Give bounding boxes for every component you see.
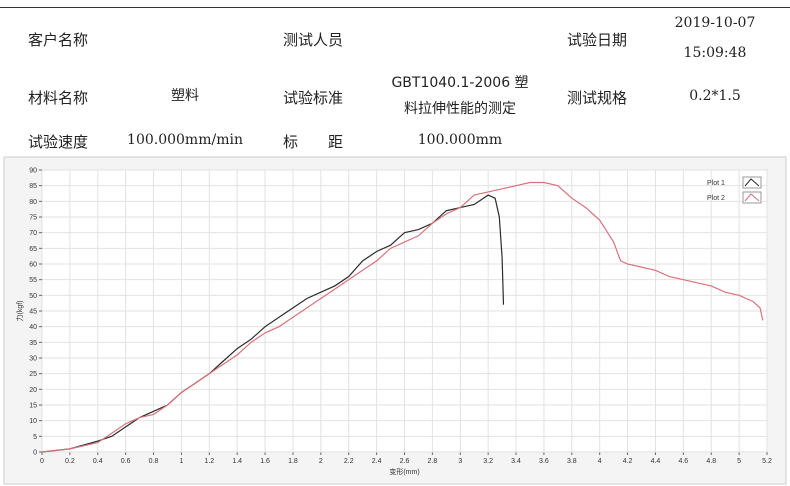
x-tick-label: 4.2 [623,458,633,465]
field-value: 塑料 [171,88,199,104]
y-tick-label: 25 [29,371,37,378]
field-value: 2019-10-07 [674,15,756,31]
x-tick-label: 2.2 [344,458,354,465]
x-tick-label: 1.8 [288,458,298,465]
x-tick-label: 1.6 [260,458,270,465]
chart: 0 0.2 0.4 0.6 0.8 1 1.2 1.4 1.6 1.8 2 2.2 2.4 2.6 2.8 3… [3,156,787,485]
x-tick-label: 0.2 [65,458,75,465]
field-label: 测试人员 [283,31,344,49]
x-tick-label: 1.4 [232,458,242,465]
x-tick-label: 0.4 [93,458,103,465]
x-axis-label: 变形(mm) [389,467,419,476]
y-tick-label: 50 [29,293,37,300]
x-tick-label: 4 [598,458,602,465]
x-tick-label: 0.8 [149,458,159,465]
x-tick-label: 1 [179,458,183,465]
y-tick-label: 35 [29,340,37,347]
legend-swatch [744,178,760,187]
legend-box [742,191,762,204]
x-tick-label: 3.4 [511,458,521,465]
field-label: 测试规格 [567,89,628,107]
x-tick-label: 3.6 [539,458,549,465]
y-tick-label: 20 [29,387,37,394]
x-tick-label: 2.6 [400,458,410,465]
y-tick-label: 30 [29,356,37,363]
x-tick-label: 2.8 [428,458,438,465]
y-tick-label: 10 [29,418,37,425]
y-tick-label: 70 [29,230,37,237]
rule [0,7,790,8]
x-tick-label: 3.2 [483,458,493,465]
field-value: 0.2*1.5 [689,88,741,104]
data-line [41,181,764,453]
x-tick-label: 4.8 [706,458,716,465]
field-value: 100.000mm [417,132,503,148]
x-tick-label: 1.2 [204,458,214,465]
y-tick-label: 85 [29,183,37,190]
field-label: 标 距 [283,133,344,151]
y-tick-label: 60 [29,262,37,269]
y-tick-label: 55 [29,277,37,284]
x-tick-label: 2 [319,458,323,465]
x-tick-label: 5 [737,458,741,465]
y-tick-label: 90 [29,168,37,175]
field-value: 15:09:48 [683,45,747,61]
y-axis-label: 力(kgf) [15,301,24,322]
field-label: 试验日期 [567,31,628,49]
y-tick-label: 45 [29,309,37,316]
field-value: GBT1040.1-2006 塑 [391,75,529,91]
x-tick-label: 4.6 [678,458,688,465]
legend-swatch [744,193,760,202]
header: 客户名称 测试人员 试验日期 2019-10-07 15:09:48 材料名称 塑料 试验标准… [0,0,790,155]
legend-label: Plot 1 [707,180,725,187]
field-label: 材料名称 [28,89,89,107]
y-tick-label: 5 [33,434,37,441]
y-tick-label: 40 [29,324,37,331]
x-tick-label: 0 [40,458,44,465]
field-value: 100.000mm/min [127,132,243,148]
data-line [41,194,505,453]
legend-box [742,176,762,189]
legend-label: Plot 2 [707,195,725,202]
y-tick-label: 75 [29,215,37,222]
field-label: 试验速度 [28,133,89,151]
field-label: 试验标准 [283,89,344,107]
y-tick-label: 80 [29,199,37,206]
x-tick-label: 3.8 [567,458,577,465]
y-tick-label: 15 [29,403,37,410]
x-tick-label: 0.6 [121,458,131,465]
field-value: 料拉伸性能的测定 [404,101,516,117]
field-label: 客户名称 [28,31,89,49]
x-tick-label: 2.4 [372,458,382,465]
x-tick-label: 5.2 [762,458,772,465]
y-tick-label: 65 [29,246,37,253]
x-tick-label: 3 [458,458,462,465]
x-tick-label: 4.4 [651,458,661,465]
y-tick-label: 0 [33,450,37,457]
